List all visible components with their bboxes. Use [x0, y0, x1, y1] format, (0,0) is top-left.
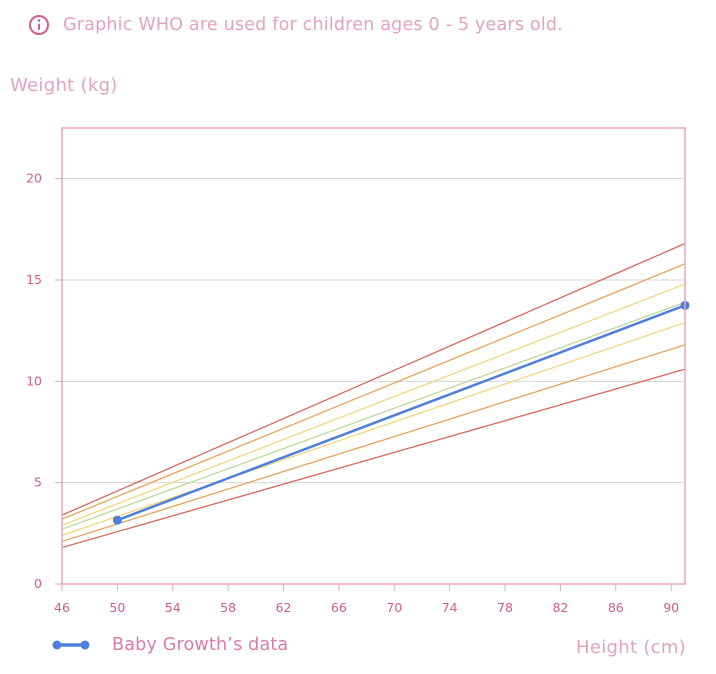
y-tick-label: 5	[34, 475, 42, 490]
legend-swatch	[52, 640, 90, 650]
x-tick-label: 90	[663, 600, 679, 615]
y-tick-label: 0	[34, 576, 42, 591]
percentile-line	[61, 301, 686, 530]
percentile-line	[61, 242, 686, 516]
x-axis-title: Height (cm)	[576, 637, 686, 658]
x-tick-label: 82	[552, 600, 568, 615]
notice-row: Graphic WHO are used for children ages 0…	[28, 14, 563, 36]
y-tick-label: 20	[26, 171, 42, 186]
legend-label: Baby Growth’s data	[112, 635, 289, 655]
x-tick-label: 50	[109, 600, 125, 615]
x-tick-label: 78	[497, 600, 513, 615]
x-tick-label: 74	[442, 600, 458, 615]
x-tick-label: 46	[54, 600, 70, 615]
x-tick-label: 54	[165, 600, 181, 615]
x-tick-label: 66	[331, 600, 347, 615]
plot-frame	[61, 127, 686, 585]
y-axis-title: Weight (kg)	[10, 75, 118, 96]
y-tick-label: 15	[26, 272, 42, 287]
x-tick-label: 58	[220, 600, 236, 615]
baby-growth-line	[116, 304, 686, 522]
x-tick-label: 70	[386, 600, 402, 615]
baby-growth-point[interactable]	[112, 515, 122, 525]
percentile-line	[61, 344, 686, 543]
notice-text: Graphic WHO are used for children ages 0…	[63, 15, 563, 35]
x-tick-label: 62	[276, 600, 292, 615]
percentile-line	[61, 283, 686, 526]
percentile-line	[61, 321, 686, 536]
x-tick-label: 86	[608, 600, 624, 615]
info-icon	[29, 15, 49, 35]
percentile-line	[61, 263, 686, 520]
percentile-line	[61, 368, 686, 549]
y-tick-label: 10	[26, 373, 42, 388]
legend: Baby Growth’s data	[52, 635, 288, 655]
